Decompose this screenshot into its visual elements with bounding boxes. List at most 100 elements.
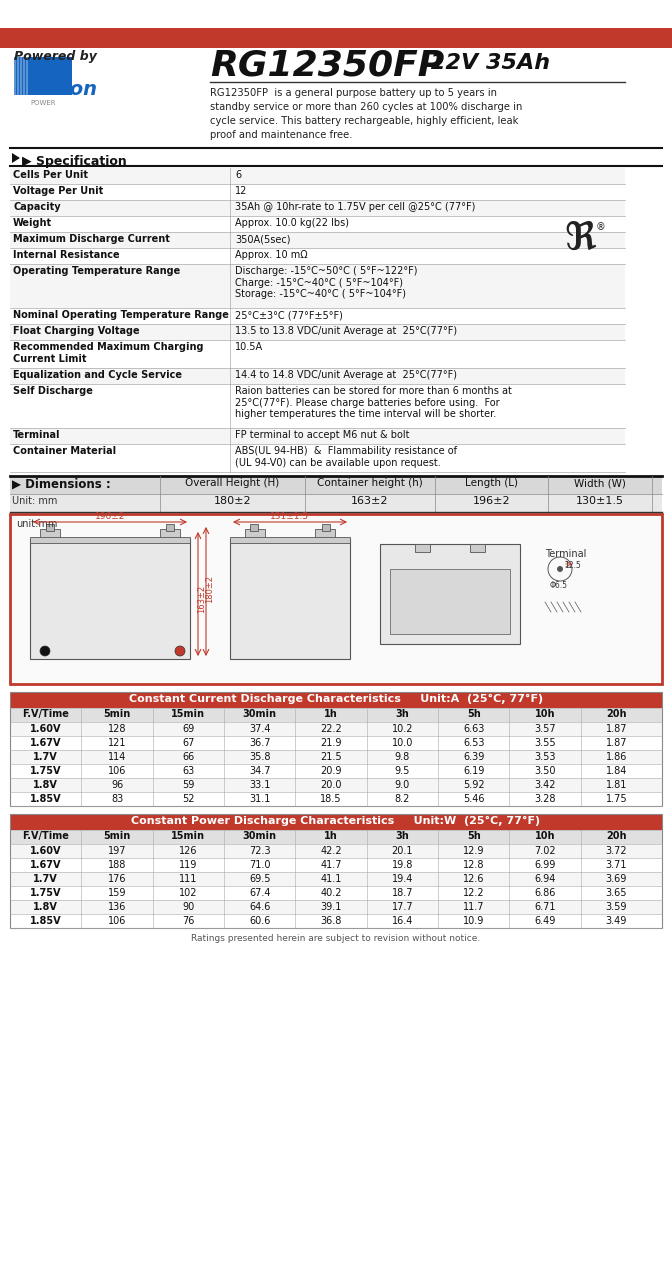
Text: 130±1.5: 130±1.5: [576, 495, 624, 506]
Text: 3.57: 3.57: [534, 724, 556, 733]
Bar: [10, 872, 662, 886]
Text: 3.53: 3.53: [534, 751, 556, 762]
Text: 1.8V: 1.8V: [33, 780, 58, 790]
Bar: [10, 232, 625, 248]
Text: ▶ Dimensions :: ▶ Dimensions :: [12, 477, 111, 492]
Text: 11.7: 11.7: [463, 902, 485, 911]
Text: 1.75V: 1.75V: [30, 765, 61, 776]
Text: 20.1: 20.1: [392, 846, 413, 856]
Text: 10.0: 10.0: [392, 739, 413, 748]
Bar: [10, 384, 625, 428]
Text: 1.75V: 1.75V: [30, 888, 61, 899]
Text: 196±2: 196±2: [472, 495, 510, 506]
Text: Constant Power Discharge Characteristics     Unit:W  (25°C, 77°F): Constant Power Discharge Characteristics…: [132, 817, 540, 826]
Text: 6.53: 6.53: [463, 739, 485, 748]
Bar: [10, 369, 625, 384]
Bar: [10, 248, 625, 264]
Text: RG12350FP  is a general purpose battery up to 5 years in
standby service or more: RG12350FP is a general purpose battery u…: [210, 88, 522, 140]
Text: 59: 59: [182, 780, 194, 790]
Text: 1h: 1h: [324, 709, 338, 719]
Text: 7.02: 7.02: [534, 846, 556, 856]
Circle shape: [40, 646, 50, 655]
Text: Cells Per Unit: Cells Per Unit: [13, 170, 88, 180]
Bar: [322, 524, 330, 531]
Text: 128: 128: [108, 724, 126, 733]
Text: Weight: Weight: [13, 218, 52, 228]
Text: Raion: Raion: [36, 79, 98, 99]
Text: 30min: 30min: [243, 709, 277, 719]
Text: Equalization and Cycle Service: Equalization and Cycle Service: [13, 370, 182, 380]
Text: Terminal: Terminal: [13, 430, 60, 440]
Text: 12.2: 12.2: [463, 888, 485, 899]
Bar: [10, 444, 625, 472]
Text: 14.4 to 14.8 VDC/unit Average at  25°C(77°F): 14.4 to 14.8 VDC/unit Average at 25°C(77…: [235, 370, 457, 380]
Bar: [230, 539, 350, 659]
Text: 8.2: 8.2: [394, 794, 410, 804]
Text: 36.8: 36.8: [321, 916, 341, 925]
Text: Capacity: Capacity: [13, 202, 60, 212]
Bar: [14, 58, 16, 95]
Text: Recommended Maximum Charging
Current Limit: Recommended Maximum Charging Current Lim…: [13, 342, 204, 364]
Text: 1.75: 1.75: [605, 794, 627, 804]
Text: 136: 136: [108, 902, 126, 911]
Text: unit:mm: unit:mm: [16, 518, 57, 529]
Text: 1.7V: 1.7V: [34, 751, 58, 762]
Text: ®: ®: [596, 221, 605, 232]
Text: 1.60V: 1.60V: [30, 846, 61, 856]
Bar: [10, 900, 662, 914]
Text: 63: 63: [182, 765, 194, 776]
Polygon shape: [12, 154, 20, 163]
Bar: [0, 28, 672, 47]
Bar: [14, 58, 24, 95]
Text: 18.5: 18.5: [321, 794, 342, 804]
Text: Unit: mm: Unit: mm: [12, 495, 57, 506]
Text: 1.87: 1.87: [605, 724, 627, 733]
Bar: [10, 494, 662, 512]
Text: 1.85V: 1.85V: [30, 916, 61, 925]
Text: RG12350FP: RG12350FP: [210, 47, 444, 82]
Bar: [17, 58, 19, 95]
Bar: [10, 515, 662, 684]
Text: 5.46: 5.46: [463, 794, 485, 804]
Text: 83: 83: [111, 794, 123, 804]
Text: Overall Height (H): Overall Height (H): [185, 477, 280, 488]
Bar: [10, 216, 625, 232]
Text: 13.5 to 13.8 VDC/unit Average at  25°C(77°F): 13.5 to 13.8 VDC/unit Average at 25°C(77…: [235, 326, 457, 335]
Text: Operating Temperature Range: Operating Temperature Range: [13, 266, 180, 276]
Text: 3.55: 3.55: [534, 739, 556, 748]
Text: 3.72: 3.72: [605, 846, 627, 856]
Text: 3.59: 3.59: [605, 902, 627, 911]
Text: 102: 102: [179, 888, 198, 899]
Text: Approx. 10.0 kg(22 lbs): Approx. 10.0 kg(22 lbs): [235, 218, 349, 228]
Text: 35.8: 35.8: [249, 751, 270, 762]
Bar: [14, 58, 72, 95]
Text: ℜ: ℜ: [564, 220, 596, 259]
Text: 3.71: 3.71: [605, 860, 627, 870]
Text: 5h: 5h: [467, 709, 480, 719]
Bar: [250, 524, 258, 531]
Bar: [10, 844, 662, 858]
Text: 16.4: 16.4: [392, 916, 413, 925]
Text: 64.6: 64.6: [249, 902, 270, 911]
Bar: [20, 58, 22, 95]
Text: 12.5: 12.5: [564, 561, 581, 570]
Text: 10h: 10h: [535, 831, 555, 841]
Text: 12: 12: [235, 186, 247, 196]
Text: 6.19: 6.19: [463, 765, 485, 776]
Text: 1h: 1h: [324, 831, 338, 841]
Text: 180±2: 180±2: [214, 495, 251, 506]
Text: 3.42: 3.42: [534, 780, 556, 790]
Bar: [10, 692, 662, 806]
Text: 30min: 30min: [243, 831, 277, 841]
Text: 19.4: 19.4: [392, 874, 413, 884]
Text: 1.67V: 1.67V: [30, 860, 61, 870]
Text: 9.8: 9.8: [394, 751, 410, 762]
Text: 163±2: 163±2: [198, 585, 206, 613]
Text: 3.49: 3.49: [605, 916, 627, 925]
Text: 72.3: 72.3: [249, 846, 270, 856]
Bar: [10, 708, 662, 722]
Text: 34.7: 34.7: [249, 765, 270, 776]
Text: 131±1.5: 131±1.5: [270, 512, 310, 521]
Text: 10.9: 10.9: [463, 916, 485, 925]
Text: POWER: POWER: [30, 100, 56, 106]
